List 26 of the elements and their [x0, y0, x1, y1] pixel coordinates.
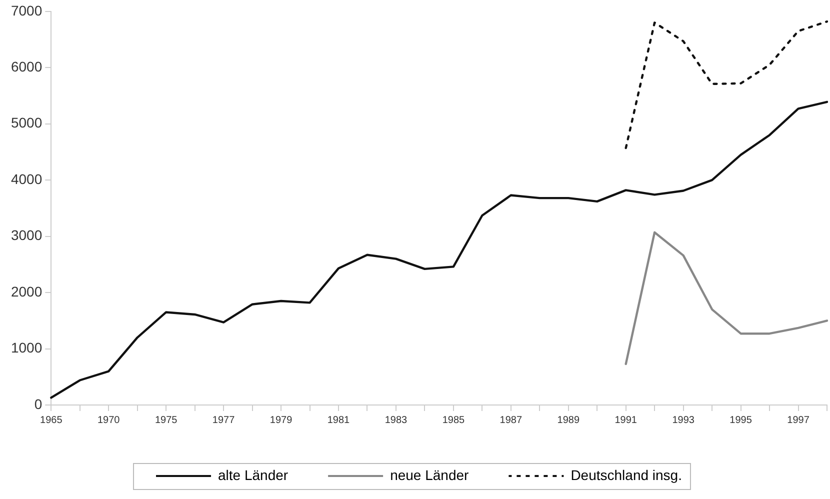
line-series: [624, 20, 828, 150]
x-tick-label: 1970: [97, 414, 120, 426]
y-tick-label: 3000: [10, 227, 42, 244]
y-tick-label: 7000: [10, 2, 42, 18]
y-tick-label: 5000: [10, 114, 42, 131]
y-tick-label: 2000: [10, 283, 42, 300]
legend-label: alte Länder: [218, 466, 288, 483]
x-tick-label: 1997: [787, 414, 810, 426]
y-tick-label: 0: [34, 396, 42, 412]
x-tick-label: 1977: [212, 414, 236, 426]
x-tick-label: 1993: [672, 414, 695, 426]
x-tick-label: 1979: [270, 414, 293, 426]
legend-label: neue Länder: [390, 466, 470, 483]
x-tick-label: 1989: [557, 414, 580, 426]
legend-label: Deutschland insg.: [570, 466, 682, 483]
x-tick-label: 1975: [154, 414, 178, 426]
y-tick-label: 1000: [10, 340, 42, 356]
y-tick-label: 6000: [10, 58, 42, 74]
x-tick-label: 1987: [500, 414, 522, 426]
x-tick-label: 1981: [327, 414, 350, 426]
x-tick-label: 1995: [730, 414, 752, 426]
x-tick-label: 1991: [614, 414, 638, 426]
x-tick-label: 1985: [442, 414, 465, 426]
x-tick-label: 1965: [40, 414, 63, 426]
x-tick-label: 1983: [384, 414, 408, 426]
y-tick-label: 4000: [10, 170, 42, 187]
